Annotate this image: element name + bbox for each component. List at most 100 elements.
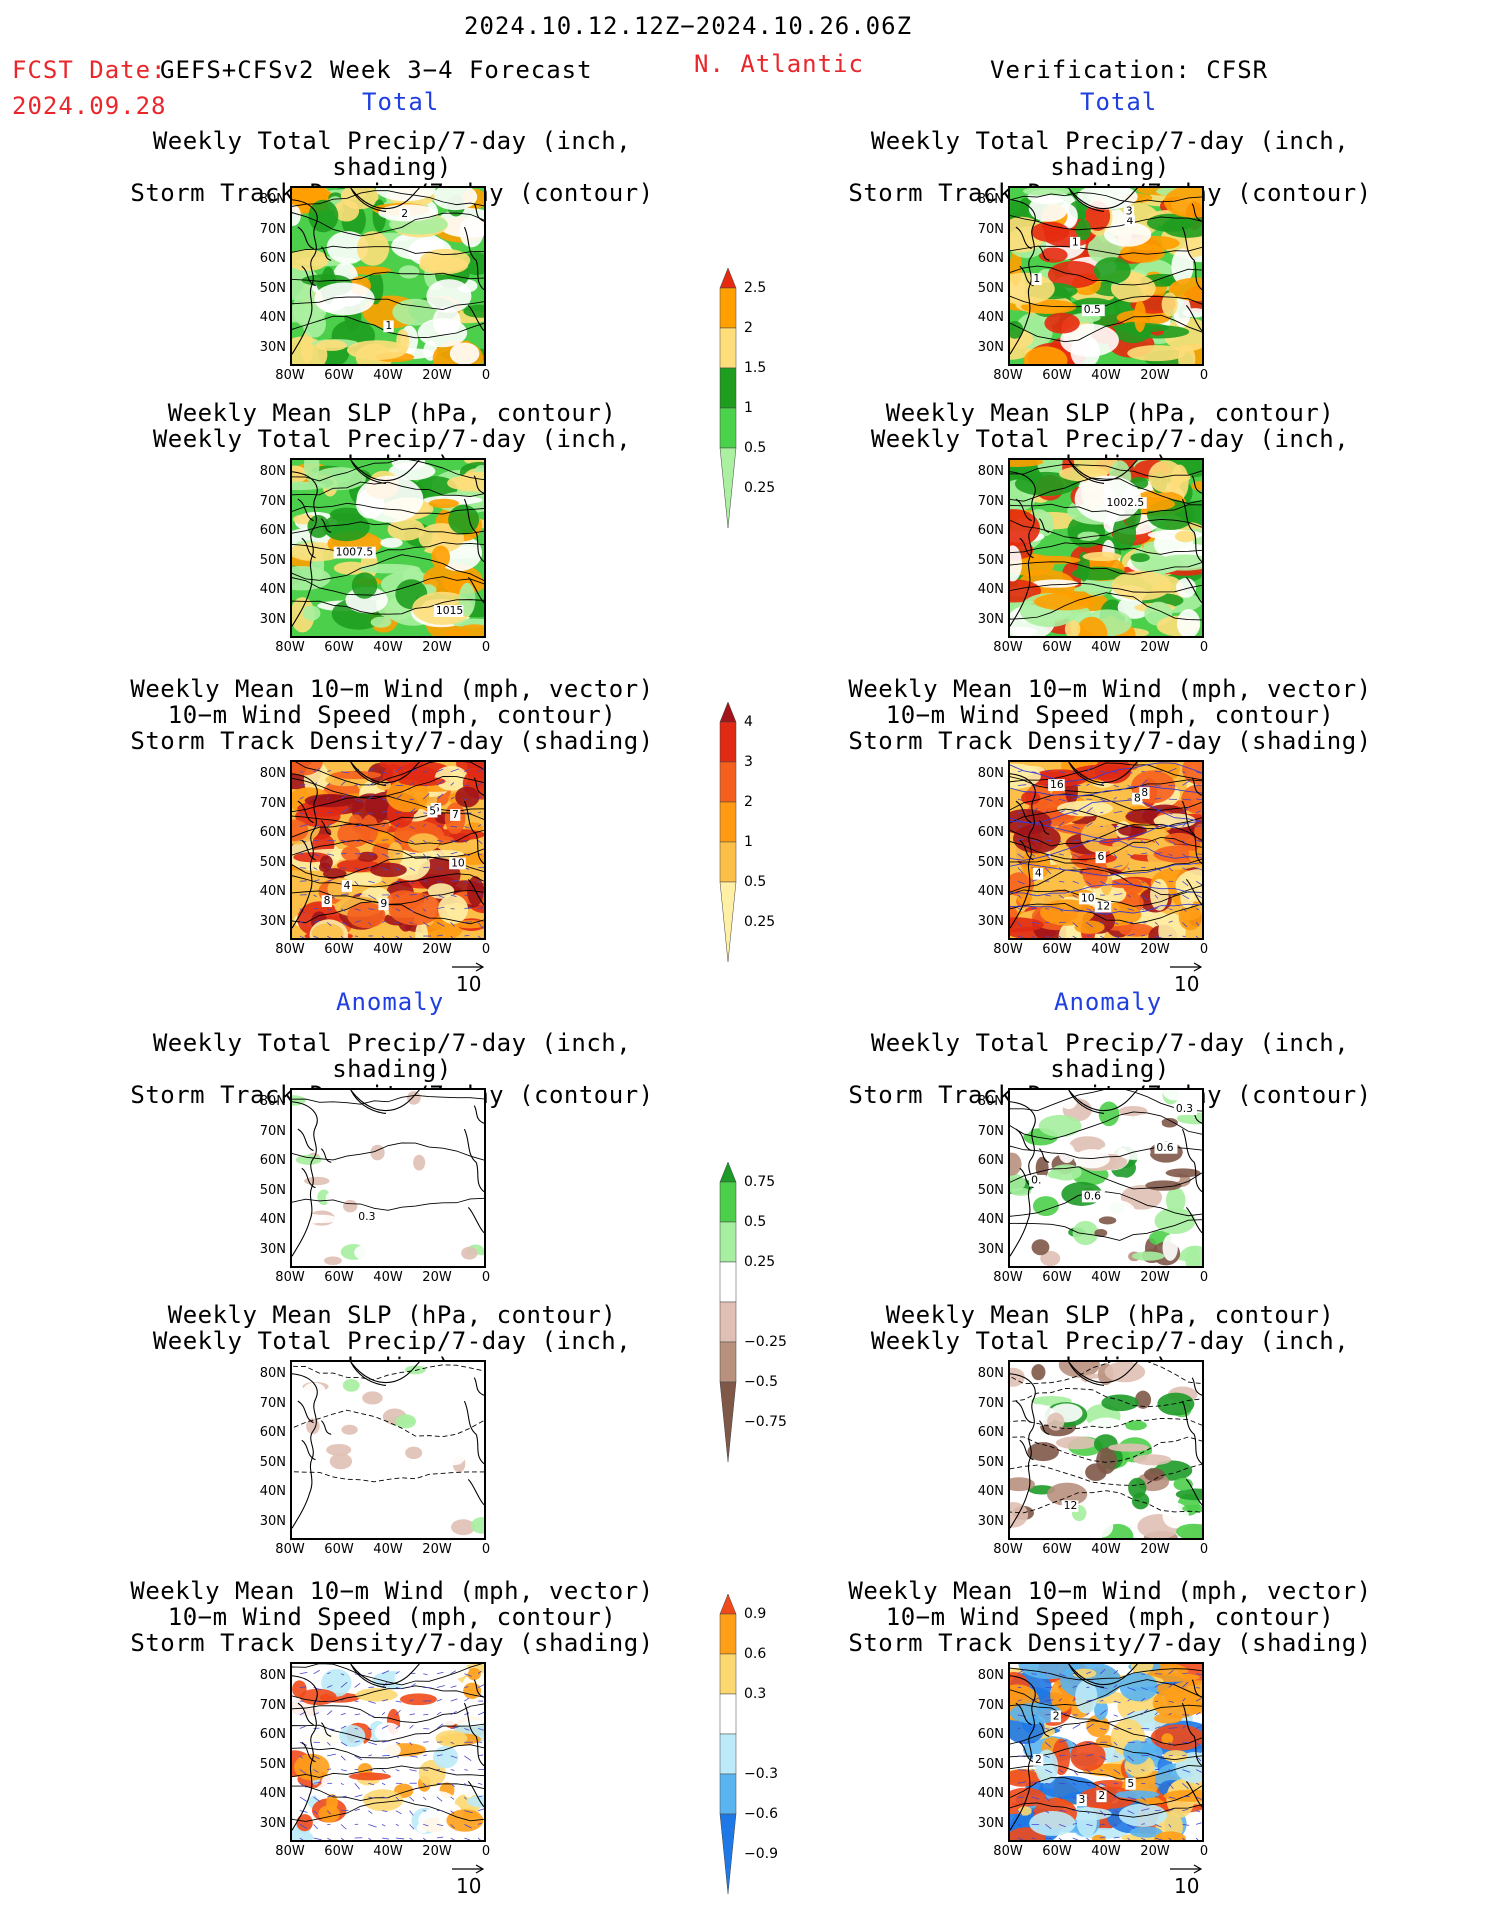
contour-label: 1002.5 [1104,496,1147,509]
lon-tick-label: 80W [275,942,305,957]
colorbar-label: 0.6 [744,1646,767,1662]
lon-tick-label: 40W [373,942,403,957]
contour-label: 0. [1029,1174,1046,1187]
contour-label: 4 [1032,867,1044,880]
contour-label: 8 [1139,786,1150,799]
lon-tick-label: 20W [1140,640,1170,655]
panel-title-line: Weekly Mean SLP (hPa, contour) [885,399,1335,427]
colorbar-label: 0.5 [744,874,767,890]
colorbar-label: 1 [744,834,753,850]
panel-title-wind_storm-fcst: Weekly Mean 10−m Wind (mph, vector) 10−m … [112,676,672,754]
lat-tick-label: 50N [259,854,286,870]
lat-tick-label: 30N [259,611,286,627]
map-panel-wind-total-cfsr: 8 10 4 6 12 16 8 [1008,760,1204,940]
map-panel-slp-anomaly-forecast [290,1360,486,1540]
contours [292,1664,484,1822]
contour-label: 1 [1069,236,1081,249]
lon-tick-label: 0 [481,1542,491,1557]
lat-tick-label: 60N [977,825,1004,840]
lon-tick-label: 80W [993,640,1023,655]
lat-tick-label: 30N [259,1513,286,1529]
field-shading [1010,1362,1202,1538]
svg-text:0.5: 0.5 [1084,303,1101,316]
svg-text:3: 3 [1079,1793,1086,1806]
wind-vectors [1017,1668,1202,1840]
lon-tick-label: 60W [1042,1844,1072,1859]
lat-tick-label: 80N [259,1366,286,1381]
panel-title-slp_precip-obs: Weekly Mean SLP (hPa, contour) Weekly Tot… [830,400,1390,478]
lat-tick-label: 60N [977,1425,1004,1440]
coastline [1010,762,1202,929]
fcst-date-value: 2024.09.28 [12,92,167,120]
panel-title-line: 10−m Wind Speed (mph, contour) [885,1603,1335,1631]
colorbar-storm-anom [718,1593,738,1898]
map-panel-precip-anomaly-forecast: 0.3 [290,1088,486,1268]
lon-tick-label: 80W [275,640,305,655]
field-shading [292,188,484,364]
panel-title-line: 10−m Wind Speed (mph, contour) [167,1603,617,1631]
panel-title-line: Storm Track Density/7-day (shading) [130,1629,654,1657]
lat-tick-label: 60N [977,251,1004,266]
lon-tick-label: 0 [1199,1844,1209,1859]
map-panel-wind-total-forecast: 86109547 [290,760,486,940]
panel-title-slp_precip-fcst: Weekly Mean SLP (hPa, contour) Weekly Tot… [112,1302,672,1380]
panel-title-line: Weekly Mean SLP (hPa, contour) [167,399,617,427]
contour-label: 7 [450,808,461,821]
lat-tick-label: 70N [977,1395,1004,1411]
contours [292,1364,484,1483]
contours [1010,762,1202,925]
lon-tick-label: 60W [1042,368,1072,383]
svg-text:2: 2 [1098,1789,1105,1802]
lat-tick-label: 70N [259,1395,286,1411]
colorbar-label: 2.5 [744,280,767,296]
lon-tick-label: 20W [422,1844,452,1859]
lat-tick-label: 60N [259,1425,286,1440]
lon-tick-label: 40W [373,640,403,655]
lat-tick-label: 70N [977,1697,1004,1713]
lon-tick-label: 80W [993,942,1023,957]
colorbar-label: 0.75 [744,1174,776,1190]
contour-label: 0.6 [1081,1189,1105,1202]
panel-title-line: Storm Track Density/7-day (shading) [848,1629,1372,1657]
lon-tick-label: 0 [481,640,491,655]
vector-reference: 10 [450,1864,486,1898]
anomaly-label-right: Anomaly [1054,988,1163,1016]
lat-tick-label: 40N [977,1786,1004,1801]
colorbar-label: −0.3 [744,1766,778,1782]
vector-reference: 10 [450,962,486,996]
vector-reference: 10 [1168,1864,1204,1898]
coastline [1010,1664,1202,1831]
lat-tick-label: 30N [259,1815,286,1831]
panel-title-line: Weekly Mean SLP (hPa, contour) [885,1301,1335,1329]
colorbar-label: 0.5 [744,440,767,456]
lon-tick-label: 0 [1199,1542,1209,1557]
lon-tick-label: 60W [324,942,354,957]
map-panel-slp-anomaly-cfsr: 12 [1008,1360,1204,1540]
map-panel-precip-anomaly-cfsr: 0.3 0. 0.6 0.6 [1008,1088,1204,1268]
panel-title-line: Weekly Total Precip/7-day (inch, shading… [152,1029,632,1083]
svg-text:7: 7 [452,808,459,821]
lon-tick-label: 0 [1199,1270,1209,1285]
lon-tick-label: 0 [481,942,491,957]
colorbar-label: 0.25 [744,480,776,496]
colorbar-precip-total [718,267,738,532]
colorbar-storm-total [718,701,738,966]
field-shading [292,762,484,938]
lat-tick-label: 40N [977,1484,1004,1499]
lat-tick-label: 70N [977,795,1004,811]
lon-tick-label: 40W [1091,640,1121,655]
contour-label: 3 [1076,1793,1087,1806]
lon-tick-label: 40W [373,1270,403,1285]
lat-tick-label: 80N [977,192,1004,207]
svg-text:8: 8 [1141,786,1148,799]
lat-tick-label: 30N [977,1241,1004,1257]
lat-tick-label: 40N [259,1786,286,1801]
colorbar-label: 0.5 [744,1214,767,1230]
lon-tick-label: 20W [422,1270,452,1285]
lat-tick-label: 50N [259,280,286,296]
contour-label: 8 [321,894,332,907]
lat-tick-label: 40N [259,582,286,597]
wind-vectors [299,766,484,938]
svg-text:1: 1 [385,319,392,332]
svg-text:5: 5 [429,805,436,818]
